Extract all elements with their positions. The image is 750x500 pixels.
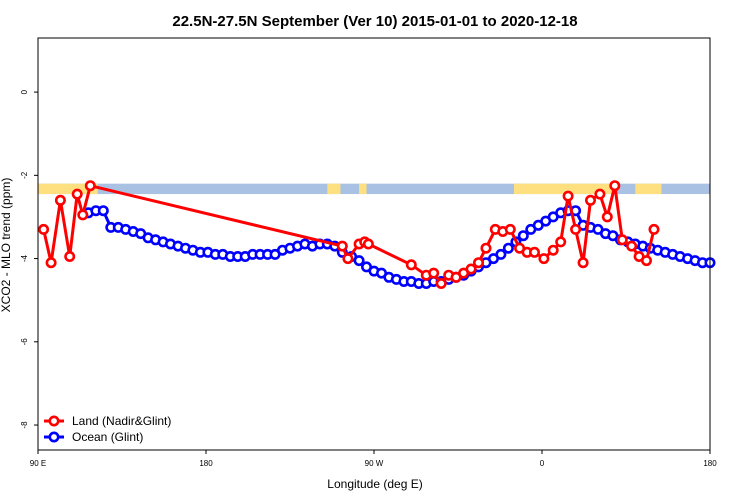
map-land-segment xyxy=(38,183,98,195)
data-point xyxy=(555,236,567,248)
series-layer xyxy=(38,180,716,289)
land-series xyxy=(38,180,660,289)
data-point xyxy=(405,259,417,271)
plot-frame xyxy=(37,37,711,451)
x-tick-label: 180 xyxy=(703,459,717,468)
x-tick-label: 0 xyxy=(540,459,545,468)
data-point xyxy=(640,255,652,267)
data-point xyxy=(97,205,109,217)
data-point xyxy=(594,188,606,200)
map-strip xyxy=(38,183,710,195)
data-point xyxy=(472,257,484,269)
data-point xyxy=(502,242,514,254)
x-tick-label: 90 E xyxy=(30,459,46,468)
data-point xyxy=(609,180,621,192)
data-point xyxy=(570,223,582,235)
data-point xyxy=(342,253,354,265)
data-point xyxy=(577,257,589,269)
data-point xyxy=(517,230,529,242)
data-point xyxy=(77,209,89,221)
data-point xyxy=(465,263,477,275)
data-point xyxy=(353,255,365,267)
data-point xyxy=(64,251,76,263)
data-point xyxy=(616,234,628,246)
y-axis-label: XCO2 - MLO trend (ppm) xyxy=(0,178,13,313)
data-point xyxy=(584,194,596,206)
data-point xyxy=(626,240,638,252)
x-tick-label: 180 xyxy=(199,459,213,468)
axis-ticks: 90 E 180 90 W 0 180 0 -2 -4 -6 -8 xyxy=(20,89,717,468)
data-point xyxy=(480,242,492,254)
y-tick-label: -2 xyxy=(20,171,29,179)
data-point xyxy=(428,267,440,279)
data-point xyxy=(562,190,574,202)
data-point xyxy=(54,194,66,206)
y-tick-label: 0 xyxy=(20,89,29,94)
legend: Land (Nadir&Glint) Ocean (Glint) xyxy=(44,414,171,444)
map-land-segment xyxy=(514,183,617,195)
data-point xyxy=(601,211,613,223)
legend-land-label: Land (Nadir&Glint) xyxy=(72,414,171,428)
map-land-segment xyxy=(359,183,367,195)
x-axis-label: Longitude (deg E) xyxy=(327,477,422,491)
data-point xyxy=(45,257,57,269)
legend-land-marker xyxy=(48,415,60,427)
data-point xyxy=(648,223,660,235)
data-point xyxy=(547,244,559,256)
legend-ocean-label: Ocean (Glint) xyxy=(72,430,143,444)
legend-item-ocean: Ocean (Glint) xyxy=(44,430,143,444)
data-point xyxy=(84,180,96,192)
data-point xyxy=(362,238,374,250)
y-tick-label: -6 xyxy=(20,338,29,346)
legend-item-land: Land (Nadir&Glint) xyxy=(44,414,171,428)
x-tick-label: 90 W xyxy=(365,459,384,468)
map-ocean-band xyxy=(38,183,710,195)
data-point xyxy=(336,240,348,252)
legend-ocean-marker xyxy=(48,431,60,443)
data-point xyxy=(495,248,507,260)
y-tick-label: -4 xyxy=(20,254,29,262)
data-point xyxy=(504,223,516,235)
data-point xyxy=(528,246,540,258)
data-point xyxy=(435,277,447,289)
y-tick-label: -8 xyxy=(20,421,29,429)
data-point xyxy=(538,253,550,265)
data-point xyxy=(71,188,83,200)
map-land-segment xyxy=(635,183,662,195)
chart-title: 22.5N-27.5N September (Ver 10) 2015-01-0… xyxy=(172,13,577,30)
map-land-segment xyxy=(327,183,341,195)
data-point xyxy=(38,223,50,235)
